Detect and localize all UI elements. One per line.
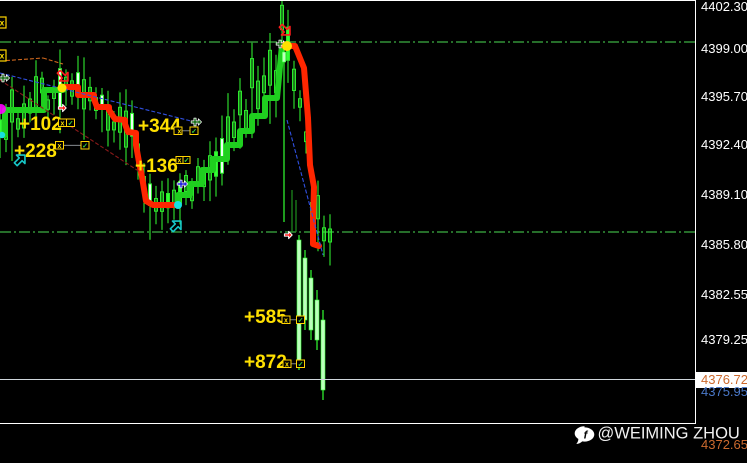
svg-text:✓: ✓: [191, 128, 197, 135]
svg-text:+872: +872: [244, 352, 287, 373]
svg-text:4399.00: 4399.00: [701, 41, 747, 56]
svg-text:4402.30: 4402.30: [701, 0, 747, 14]
svg-text:4382.55: 4382.55: [701, 287, 747, 302]
svg-text:x: x: [178, 157, 182, 164]
svg-text:✓: ✓: [184, 157, 190, 164]
svg-text:4375.95: 4375.95: [701, 384, 747, 399]
svg-text:✓: ✓: [68, 120, 74, 127]
svg-text:+585: +585: [244, 307, 287, 328]
svg-text:x: x: [285, 361, 289, 368]
svg-text:+102: +102: [19, 114, 62, 135]
svg-text:+136: +136: [135, 156, 178, 177]
svg-text:4389.10: 4389.10: [701, 187, 747, 202]
svg-text:x: x: [0, 52, 5, 61]
svg-text:4392.40: 4392.40: [701, 137, 747, 152]
svg-text:x: x: [61, 120, 65, 127]
svg-text:x: x: [58, 143, 62, 150]
svg-text:@WEIMING ZHOU: @WEIMING ZHOU: [598, 425, 740, 443]
svg-text:x: x: [178, 128, 182, 135]
svg-text:4395.70: 4395.70: [701, 89, 747, 104]
svg-text:+228: +228: [14, 141, 57, 162]
svg-text:x: x: [0, 19, 5, 28]
svg-text:4379.25: 4379.25: [701, 332, 747, 347]
svg-text:✓: ✓: [82, 143, 88, 150]
svg-text:4385.80: 4385.80: [701, 237, 747, 252]
svg-text:✓: ✓: [298, 317, 304, 324]
svg-text:✓: ✓: [298, 361, 304, 368]
svg-text:x: x: [284, 317, 288, 324]
